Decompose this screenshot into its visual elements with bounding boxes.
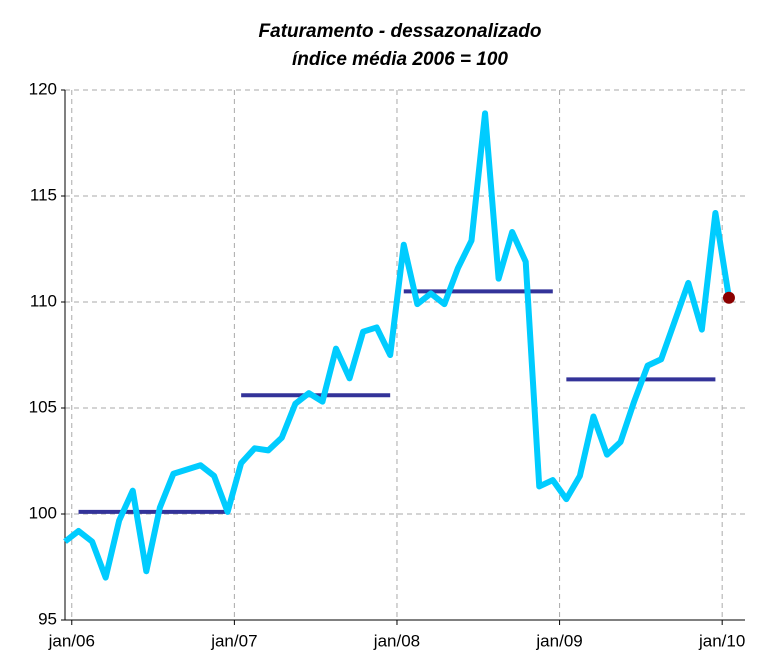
x-tick-label: jan/07 xyxy=(210,631,257,650)
y-tick-label: 115 xyxy=(30,185,57,204)
chart-title: Faturamento - dessazonalizado xyxy=(259,21,542,42)
y-tick-label: 110 xyxy=(30,291,57,310)
last-point xyxy=(722,291,735,304)
x-tick-label: jan/06 xyxy=(48,631,95,650)
y-tick-label: 105 xyxy=(29,397,57,416)
x-tick-label: jan/10 xyxy=(698,631,745,650)
y-tick-label: 95 xyxy=(38,609,57,628)
y-tick-label: 120 xyxy=(29,79,57,98)
x-tick-label: jan/09 xyxy=(535,631,582,650)
data-line xyxy=(63,110,732,581)
y-tick-label: 100 xyxy=(29,503,57,522)
chart-subtitle: índice média 2006 = 100 xyxy=(292,49,508,70)
x-tick-label: jan/08 xyxy=(373,631,420,650)
